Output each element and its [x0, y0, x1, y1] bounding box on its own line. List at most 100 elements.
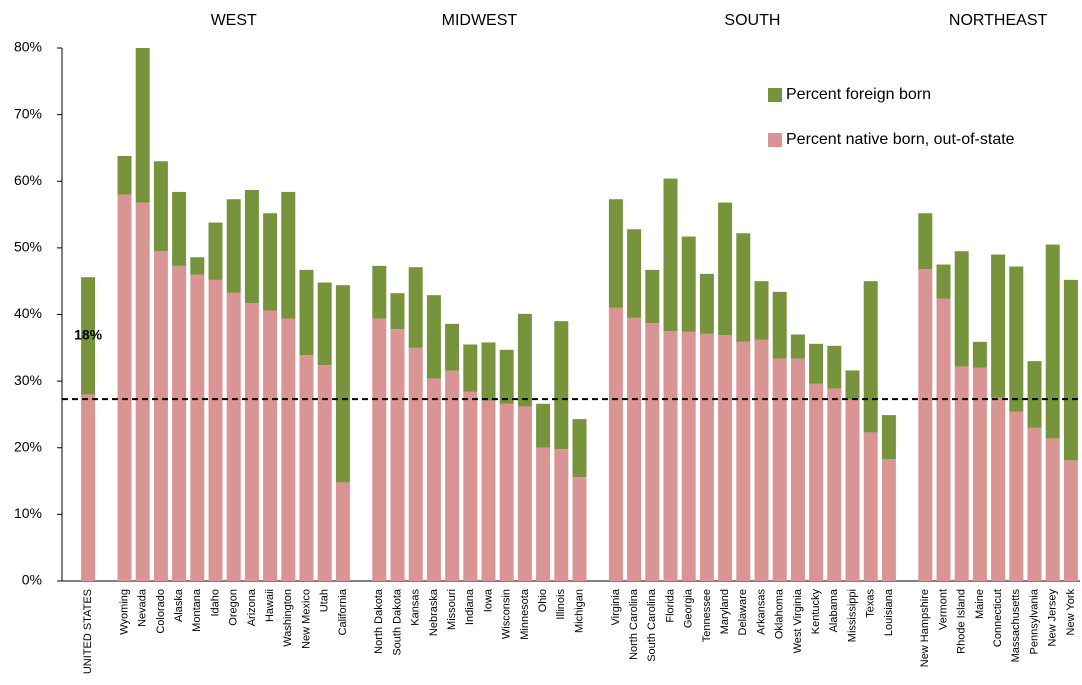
x-tick-label: Delaware	[737, 589, 749, 635]
x-tick-label: Minnesota	[519, 588, 531, 640]
bar-segment	[117, 155, 132, 195]
bar-segment	[81, 277, 96, 395]
x-tick-label: Kansas	[410, 589, 422, 626]
x-tick-label: Idaho	[209, 589, 221, 617]
x-tick-label: Connecticut	[992, 589, 1004, 647]
x-tick-label: Tennessee	[701, 589, 713, 642]
bar-segment	[827, 388, 842, 581]
bar-segment	[117, 194, 132, 581]
bar-segment	[718, 202, 733, 336]
bar-segment	[408, 347, 423, 581]
bar-segment	[809, 343, 824, 384]
value-label: 18%	[74, 327, 103, 343]
x-tick-label: Florida	[664, 588, 676, 623]
bar-segment	[299, 269, 314, 356]
x-tick-label: New Jersey	[1047, 589, 1059, 647]
bar-segment	[1045, 438, 1060, 581]
bar-segment	[663, 331, 678, 581]
bar-segment	[972, 367, 987, 581]
bar-segment	[1063, 460, 1078, 581]
bar-segment	[390, 293, 405, 330]
x-tick-label: Colorado	[155, 589, 167, 634]
bar-segment	[208, 279, 223, 581]
bar-segment	[809, 383, 824, 581]
bar-segment	[554, 449, 569, 581]
bar-segment	[936, 298, 951, 581]
bar-segment	[317, 282, 332, 366]
x-tick-label: Alabama	[828, 588, 840, 632]
bar-segment	[554, 321, 569, 450]
bar-segment	[445, 370, 460, 581]
bar-segment	[426, 378, 441, 581]
bar-segment	[1009, 266, 1024, 412]
bar-segment	[936, 264, 951, 299]
bar-segment	[681, 236, 696, 332]
bar-segment	[681, 331, 696, 581]
legend-label: Percent foreign born	[786, 86, 931, 103]
bar-segment	[463, 344, 478, 392]
x-tick-label: Arizona	[246, 588, 258, 626]
x-tick-label: Vermont	[937, 589, 949, 630]
bar-segment	[244, 189, 259, 304]
bar-segment	[372, 318, 387, 581]
y-tick-label: 40%	[14, 305, 42, 321]
bar-segment	[153, 251, 168, 582]
bar-segment	[499, 349, 514, 404]
bar-segment	[772, 358, 787, 581]
legend-swatch	[768, 133, 782, 147]
bar-segment	[736, 341, 751, 581]
x-tick-label: Georgia	[683, 588, 695, 628]
x-tick-label: Alaska	[173, 588, 185, 622]
x-tick-label: Utah	[319, 589, 331, 612]
bar-segment	[153, 161, 168, 252]
bar-segment	[208, 222, 223, 280]
bar-segment	[954, 366, 969, 581]
y-tick-label: 70%	[14, 105, 42, 121]
bar-segment	[845, 370, 860, 400]
x-tick-label: South Dakota	[391, 588, 403, 656]
bar-segment	[481, 400, 496, 581]
x-tick-label: Texas	[865, 589, 877, 618]
bar-segment	[1009, 411, 1024, 581]
bar-segment	[845, 399, 860, 581]
bar-segment	[954, 251, 969, 367]
bar-segment	[463, 391, 478, 581]
x-tick-label: Montana	[191, 588, 203, 632]
x-tick-label: Hawaii	[264, 589, 276, 622]
bar-segment	[991, 397, 1006, 581]
bar-segment	[790, 358, 805, 581]
bar-segment	[1027, 361, 1042, 428]
x-tick-label: Maine	[974, 589, 986, 619]
bar-segment	[754, 339, 769, 581]
bar-segment	[1045, 244, 1060, 439]
x-tick-label: Oklahoma	[774, 588, 786, 639]
bar-segment	[172, 191, 187, 266]
x-tick-label: Wisconsin	[501, 589, 513, 639]
bar-segment	[572, 419, 587, 478]
bar-segment	[718, 335, 733, 581]
bar-segment	[135, 48, 150, 203]
x-tick-label: New Hampshire	[919, 589, 931, 667]
x-tick-label: Virginia	[610, 588, 622, 625]
y-tick-label: 60%	[14, 172, 42, 188]
y-tick-label: 10%	[14, 505, 42, 521]
region-label: WEST	[211, 12, 257, 29]
x-tick-label: Michigan	[573, 589, 585, 633]
bar-segment	[918, 269, 933, 581]
bar-segment	[572, 477, 587, 581]
bar-segment	[335, 482, 350, 581]
region-label: SOUTH	[724, 12, 780, 29]
x-tick-label: California	[337, 588, 349, 635]
bar-segment	[536, 403, 551, 448]
y-tick-label: 30%	[14, 372, 42, 388]
bar-segment	[663, 178, 678, 332]
x-tick-label: New York	[1065, 589, 1077, 636]
bar-segment	[645, 269, 660, 324]
x-tick-label: Nebraska	[428, 588, 440, 636]
x-tick-label: Mississippi	[846, 589, 858, 642]
bar-segment	[699, 273, 714, 334]
bar-segment	[608, 199, 623, 308]
x-tick-label: Washington	[282, 589, 294, 647]
y-tick-label: 0%	[22, 572, 42, 588]
